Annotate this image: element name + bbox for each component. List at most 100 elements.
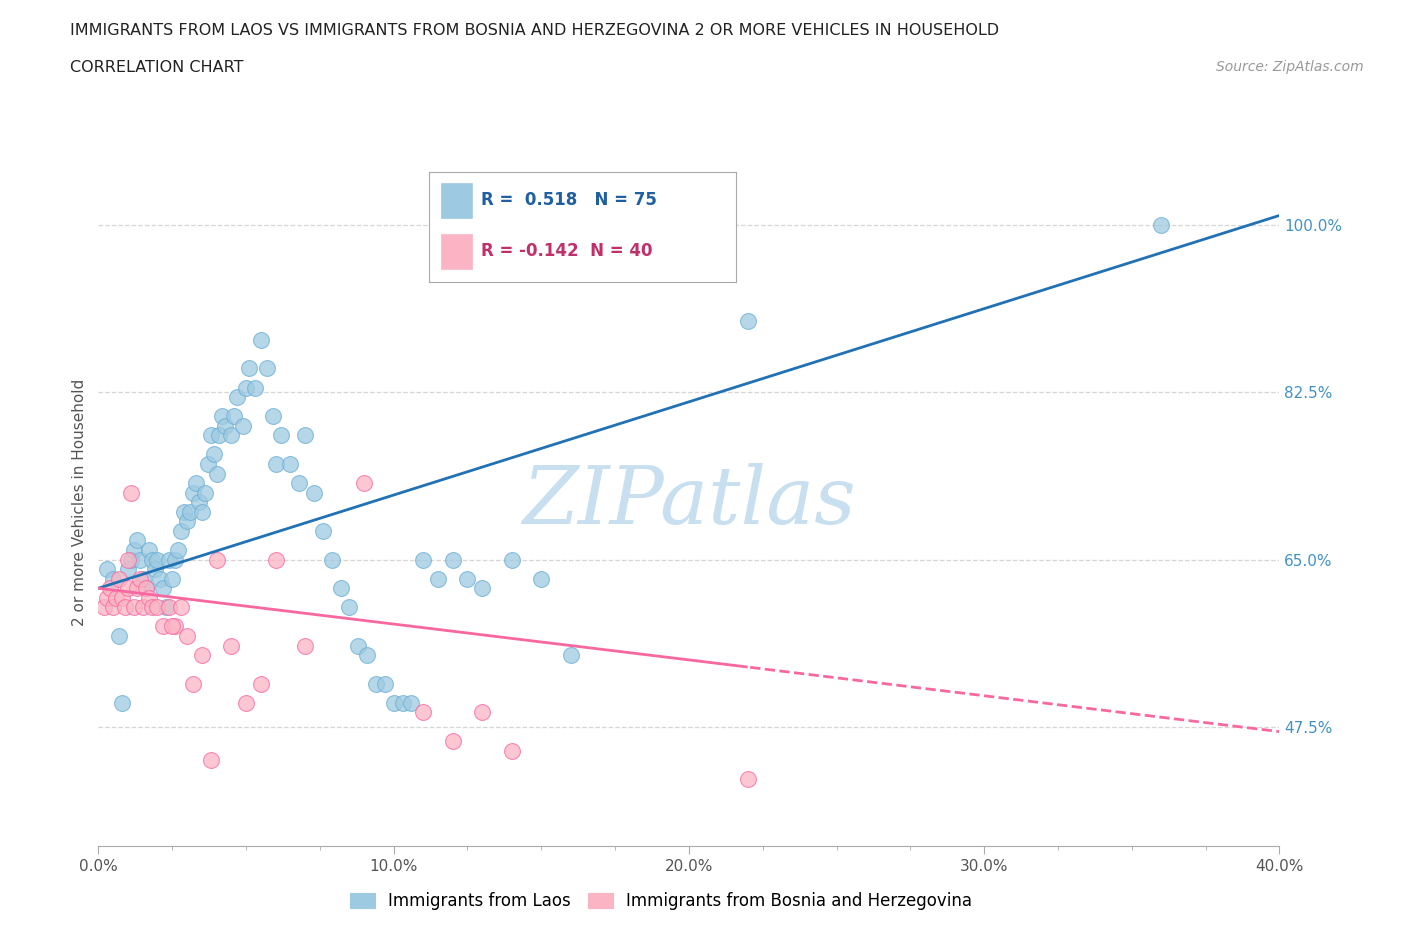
Point xyxy=(125,533,148,548)
Point xyxy=(1150,218,1173,232)
Point xyxy=(238,361,260,376)
Text: IMMIGRANTS FROM LAOS VS IMMIGRANTS FROM BOSNIA AND HERZEGOVINA 2 OR MORE VEHICLE: IMMIGRANTS FROM LAOS VS IMMIGRANTS FROM … xyxy=(70,23,1000,38)
Text: CORRELATION CHART: CORRELATION CHART xyxy=(70,60,243,75)
Point xyxy=(262,409,284,424)
Point xyxy=(165,552,187,567)
Point xyxy=(96,562,118,577)
Point xyxy=(191,647,214,662)
Point xyxy=(232,418,254,433)
Point xyxy=(120,552,142,567)
Point xyxy=(471,580,494,596)
Point xyxy=(205,466,228,481)
Point xyxy=(141,552,163,567)
Point xyxy=(179,504,201,519)
Point xyxy=(374,676,396,691)
Point xyxy=(337,600,360,615)
Point xyxy=(270,428,292,443)
Text: Source: ZipAtlas.com: Source: ZipAtlas.com xyxy=(1216,60,1364,74)
Point xyxy=(321,552,343,567)
Point xyxy=(132,571,155,586)
Point xyxy=(143,562,166,577)
Point xyxy=(353,475,375,490)
Point xyxy=(96,591,118,605)
Point xyxy=(302,485,325,500)
Point xyxy=(347,638,370,653)
Point xyxy=(226,390,249,405)
Point xyxy=(138,542,160,557)
Point xyxy=(202,447,225,462)
Point xyxy=(208,428,231,443)
Point xyxy=(200,753,222,768)
Point xyxy=(173,504,195,519)
Point xyxy=(176,514,198,529)
Point xyxy=(103,571,125,586)
Point xyxy=(364,676,387,691)
Point xyxy=(165,619,187,634)
Point xyxy=(205,552,228,567)
Point xyxy=(146,552,169,567)
Point xyxy=(200,428,222,443)
Point xyxy=(235,380,257,395)
Point xyxy=(167,542,190,557)
Point xyxy=(135,580,157,596)
Text: ZIPatlas: ZIPatlas xyxy=(522,463,856,541)
Point xyxy=(441,734,464,749)
Point xyxy=(294,428,316,443)
Point xyxy=(191,504,214,519)
Point xyxy=(501,552,523,567)
Point xyxy=(149,571,172,586)
Point xyxy=(128,552,150,567)
Point xyxy=(235,696,257,711)
Point xyxy=(117,562,139,577)
Point xyxy=(294,638,316,653)
Point xyxy=(157,552,180,567)
Point xyxy=(737,772,759,787)
Point xyxy=(329,580,352,596)
Point xyxy=(441,552,464,567)
Point xyxy=(111,696,134,711)
Point xyxy=(132,600,155,615)
Point xyxy=(184,475,207,490)
Point xyxy=(146,600,169,615)
Y-axis label: 2 or more Vehicles in Household: 2 or more Vehicles in Household xyxy=(72,379,87,626)
Point xyxy=(105,591,128,605)
Point xyxy=(122,600,145,615)
Point xyxy=(93,600,115,615)
Point xyxy=(256,361,278,376)
Point xyxy=(181,676,204,691)
Point xyxy=(120,485,142,500)
Point xyxy=(108,629,131,644)
Point xyxy=(114,600,136,615)
Point xyxy=(162,619,183,634)
Point xyxy=(108,571,131,586)
Point xyxy=(155,600,177,615)
Point xyxy=(98,580,121,596)
Point xyxy=(412,552,434,567)
Point xyxy=(264,552,287,567)
Point xyxy=(141,600,163,615)
Point xyxy=(122,542,145,557)
Point xyxy=(152,580,174,596)
Point xyxy=(117,552,139,567)
Point xyxy=(243,380,266,395)
Point xyxy=(278,457,302,472)
Point xyxy=(219,428,243,443)
Point xyxy=(312,524,335,538)
Point xyxy=(501,743,523,758)
Point xyxy=(382,696,405,711)
Point xyxy=(560,647,582,662)
Point xyxy=(162,571,183,586)
Point xyxy=(128,571,150,586)
Point xyxy=(103,600,125,615)
Point xyxy=(250,676,273,691)
Point xyxy=(181,485,204,500)
Point xyxy=(456,571,478,586)
Point xyxy=(170,600,193,615)
Point xyxy=(125,580,148,596)
Point xyxy=(138,591,160,605)
Point xyxy=(530,571,553,586)
Point xyxy=(427,571,450,586)
Point xyxy=(224,409,246,424)
Point xyxy=(197,457,219,472)
Point xyxy=(157,600,180,615)
